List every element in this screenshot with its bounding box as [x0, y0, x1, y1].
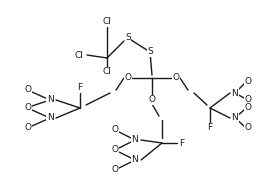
Text: O: O [148, 95, 155, 105]
Text: N: N [47, 114, 53, 122]
Text: N: N [232, 88, 238, 98]
Text: O: O [112, 166, 119, 174]
Text: O: O [25, 85, 32, 94]
Text: N: N [132, 136, 138, 145]
Text: Cl: Cl [103, 67, 111, 77]
Text: O: O [112, 125, 119, 135]
Text: O: O [244, 104, 251, 112]
Text: O: O [244, 123, 251, 132]
Text: N: N [132, 156, 138, 164]
Text: Cl: Cl [103, 18, 111, 26]
Text: F: F [77, 84, 83, 92]
Text: O: O [25, 123, 32, 132]
Text: N: N [232, 114, 238, 122]
Text: F: F [179, 139, 185, 147]
Text: N: N [47, 95, 53, 105]
Text: S: S [147, 47, 153, 57]
Text: S: S [125, 33, 131, 43]
Text: O: O [25, 104, 32, 112]
Text: O: O [172, 74, 179, 83]
Text: O: O [112, 146, 119, 154]
Text: O: O [112, 146, 119, 154]
Text: Cl: Cl [75, 50, 83, 60]
Text: F: F [207, 123, 213, 132]
Text: O: O [244, 95, 251, 105]
Text: O: O [25, 104, 32, 112]
Text: O: O [125, 74, 132, 83]
Text: O: O [244, 77, 251, 87]
